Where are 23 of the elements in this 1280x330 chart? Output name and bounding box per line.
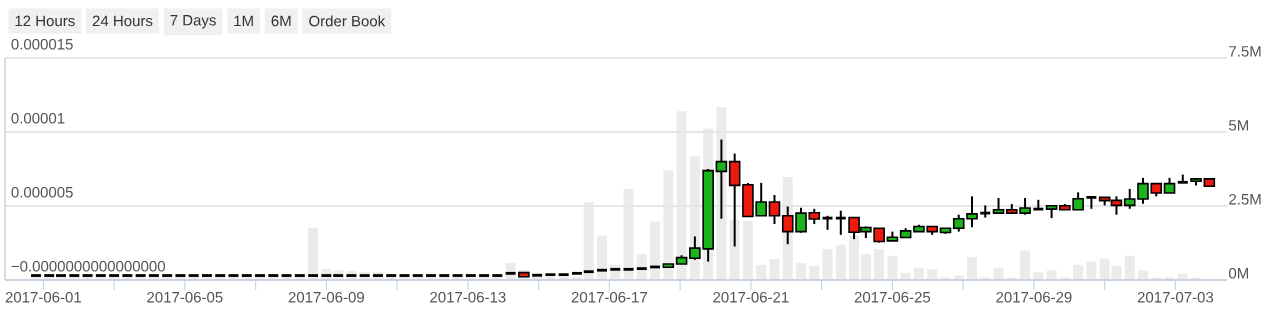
y2-tick-label: 2.5M [1229,193,1261,205]
text: 7 Days [170,15,216,29]
y-tick-label: 0.000015 [11,38,73,50]
text: 24 Hours [92,15,153,27]
x-tick-label: 2017-06-05 [147,291,223,303]
y2-tick-label: 7.5M [1229,46,1261,57]
text: 12 Hours [15,15,75,27]
x-tick-label: 2017-06-25 [854,291,931,303]
y-tick-label: 0.000005 [11,186,73,198]
y2-tick-label: 5M [1229,120,1249,131]
x-tick-label: 2017-06-09 [288,291,364,303]
x-tick-label: 2017-06-13 [430,291,506,303]
y-tick-label: 0.00001 [11,112,65,124]
x-tick-label: 2017-06-29 [996,291,1072,303]
text: 1M [234,15,253,27]
x-tick-label: 2017-07-03 [1137,291,1214,303]
text: 6M [271,15,291,27]
x-tick-label: 2017-06-21 [713,291,789,303]
x-tick-label: 2017-06-01 [5,291,81,303]
text: Order Book [309,15,386,27]
x-tick-label: 2017-06-17 [571,291,647,303]
y-tick-label: −0.0000000000000000 [11,260,165,272]
y2-tick-label: 0M [1229,267,1249,279]
